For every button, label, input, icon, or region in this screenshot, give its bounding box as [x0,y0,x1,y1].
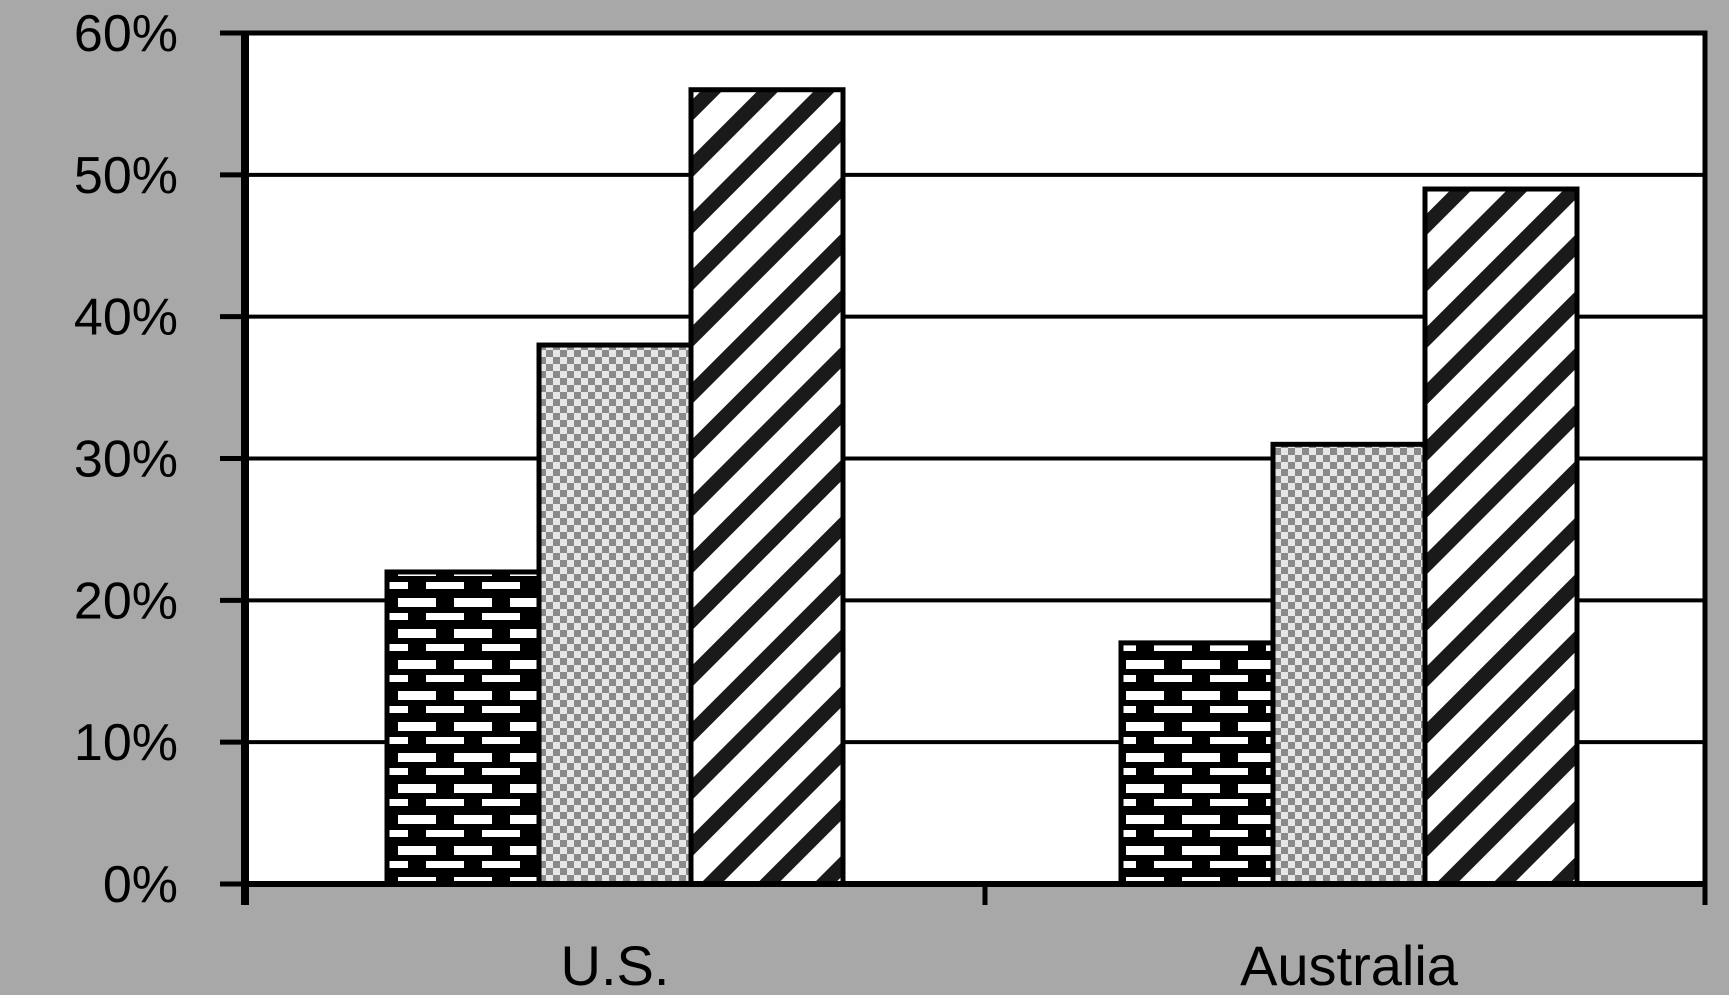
y-tick-label: 10% [74,714,178,772]
x-category-label: Australia [1240,934,1459,995]
axes [241,30,1708,905]
y-tick-label: 40% [74,289,178,347]
y-tick-label: 60% [74,5,178,63]
x-category-label: U.S. [561,934,670,995]
bar-checker-0 [536,342,694,887]
bar-brick-1 [1118,640,1276,887]
y-tick-label: 50% [74,147,178,205]
y-tick-label: 0% [103,856,178,914]
bars [384,87,1580,887]
bar-diagonal-stripes-0 [688,87,846,887]
bar-diagonal-stripes-1 [1422,186,1580,887]
y-tick-label: 20% [74,572,178,630]
y-tick-label: 30% [74,431,178,489]
bar-checker-1 [1270,441,1428,887]
x-axis-labels: U.S. Australia [561,934,1459,995]
y-axis-ticks: 0% 10% 20% 30% 40% 50% 60% [74,5,245,914]
bar-brick-0 [384,569,542,887]
